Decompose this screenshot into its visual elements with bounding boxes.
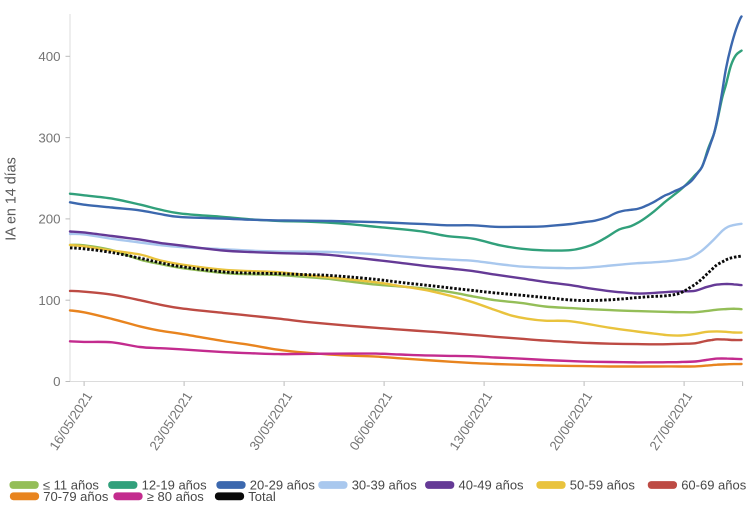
svg-text:Total: Total <box>248 489 276 504</box>
svg-text:IA en 14 días: IA en 14 días <box>3 157 19 240</box>
svg-text:20-29 años: 20-29 años <box>250 478 316 493</box>
svg-text:300: 300 <box>38 130 60 145</box>
svg-text:≤ 11 años: ≤ 11 años <box>43 478 100 493</box>
svg-text:60-69 años: 60-69 años <box>681 478 747 493</box>
svg-text:≥ 80 años: ≥ 80 años <box>147 489 205 504</box>
svg-text:12-19 años: 12-19 años <box>142 478 208 493</box>
svg-text:40-49 años: 40-49 años <box>459 478 525 493</box>
svg-text:100: 100 <box>38 293 60 308</box>
svg-text:400: 400 <box>38 49 60 64</box>
svg-text:200: 200 <box>38 212 60 227</box>
svg-text:30-39 años: 30-39 años <box>352 478 418 493</box>
svg-text:50-59 años: 50-59 años <box>570 478 636 493</box>
svg-text:0: 0 <box>53 374 60 389</box>
svg-text:70-79 años: 70-79 años <box>43 489 109 504</box>
